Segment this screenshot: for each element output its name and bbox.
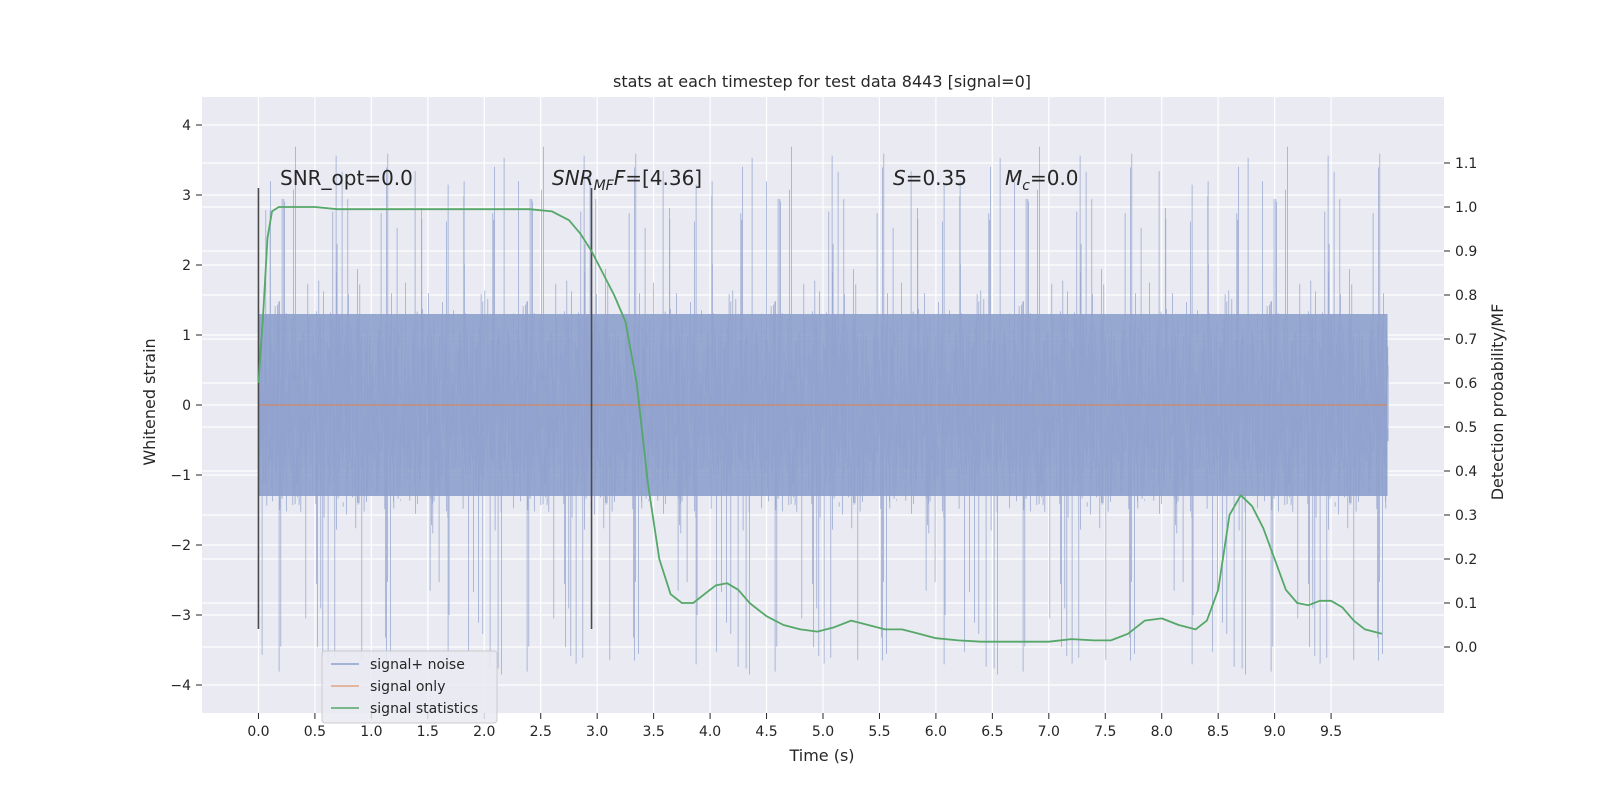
signal-statistics-series xyxy=(257,206,1383,643)
annotation-mc: Mc=0.0 xyxy=(1005,166,1079,194)
x-tick-label: 7.0 xyxy=(1038,724,1060,740)
y2-tick-label: 0.0 xyxy=(1455,640,1477,656)
x-tick-label: 4.0 xyxy=(699,724,721,740)
y2-tick-label: 0.4 xyxy=(1455,464,1477,480)
y-tick-label: −4 xyxy=(170,678,191,694)
x-tick-label: 3.5 xyxy=(643,724,665,740)
y-tick-label: 0 xyxy=(182,398,191,414)
y2-tick-label: 0.7 xyxy=(1455,332,1477,348)
x-tick-label: 2.0 xyxy=(473,724,495,740)
s-label: S xyxy=(893,166,906,190)
snr-mf-f: F xyxy=(614,166,626,190)
y-tick-label: 4 xyxy=(182,118,191,134)
signal-statistics-line xyxy=(257,206,1383,643)
x-tick-label: 0.0 xyxy=(247,724,269,740)
x-tick-label: 0.5 xyxy=(304,724,326,740)
y-tick-label: 2 xyxy=(182,258,191,274)
annotation-snr-opt: SNR_opt=0.0 xyxy=(280,166,413,190)
y-axis-right: 0.0 0.1 0.2 0.3 0.4 0.5 0.6 0.7 0.8 0.9 1.0 1.1 xyxy=(1444,156,1477,656)
y-axis-left: −4 −3 −2 −1 0 1 2 3 4 xyxy=(170,118,202,694)
x-axis-label: Time (s) xyxy=(788,746,854,765)
annotation-s: S=0.35 xyxy=(893,166,967,190)
y2-tick-label: 0.8 xyxy=(1455,288,1477,304)
y2-tick-label: 1.0 xyxy=(1455,200,1477,216)
y2-axis-label: Detection probability/MF xyxy=(1488,304,1507,501)
snr-mf-label: SNR xyxy=(552,166,594,190)
y2-tick-label: 0.1 xyxy=(1455,596,1477,612)
x-tick-label: 1.5 xyxy=(417,724,439,740)
x-tick-label: 2.5 xyxy=(530,724,552,740)
x-tick-label: 6.0 xyxy=(925,724,947,740)
x-tick-label: 5.0 xyxy=(812,724,834,740)
x-axis: 0.0 0.5 1.0 1.5 2.0 2.5 3.0 3.5 4.0 4.5 5.0 5.5 6.0 6… xyxy=(247,713,1342,740)
y2-tick-label: 0.2 xyxy=(1455,552,1477,568)
x-tick-label: 1.0 xyxy=(360,724,382,740)
y2-tick-label: 0.6 xyxy=(1455,376,1477,392)
x-tick-label: 4.5 xyxy=(755,724,777,740)
y2-tick-label: 1.1 xyxy=(1455,156,1477,172)
legend-label-signal-only: signal only xyxy=(370,679,445,695)
y2-tick-label: 0.5 xyxy=(1455,420,1477,436)
y-tick-label: −1 xyxy=(170,468,191,484)
y-tick-label: 3 xyxy=(182,188,191,204)
legend-label-signal-noise: signal+ noise xyxy=(370,657,465,673)
y-tick-label: 1 xyxy=(182,328,191,344)
x-tick-label: 5.5 xyxy=(868,724,890,740)
x-tick-label: 9.0 xyxy=(1264,724,1286,740)
snr-mf-sub: MF xyxy=(594,178,615,194)
mc-sub: c xyxy=(1022,178,1030,194)
legend-label-signal-statistics: signal statistics xyxy=(370,701,478,717)
y-tick-label: −2 xyxy=(170,538,191,554)
snr-mf-value: =[4.36] xyxy=(625,166,702,190)
x-tick-label: 3.0 xyxy=(586,724,608,740)
mc-label: M xyxy=(1005,166,1022,190)
x-tick-label: 7.5 xyxy=(1094,724,1116,740)
y-axis-label: Whitened strain xyxy=(140,338,159,465)
y2-tick-label: 0.3 xyxy=(1455,508,1477,524)
chart-title: stats at each timestep for test data 844… xyxy=(613,72,1031,91)
x-tick-label: 6.5 xyxy=(981,724,1003,740)
annotation-snr-mf: SNRMFF=[4.36] xyxy=(552,166,702,194)
x-tick-label: 8.5 xyxy=(1207,724,1229,740)
marker-lines xyxy=(257,188,593,629)
y-tick-label: −3 xyxy=(170,608,191,624)
x-tick-label: 9.5 xyxy=(1320,724,1342,740)
y2-tick-label: 0.9 xyxy=(1455,244,1477,260)
legend: signal+ noise signal only signal statist… xyxy=(321,650,498,724)
s-value: =0.35 xyxy=(906,166,967,190)
mc-value: =0.0 xyxy=(1030,166,1079,190)
x-tick-label: 8.0 xyxy=(1151,724,1173,740)
